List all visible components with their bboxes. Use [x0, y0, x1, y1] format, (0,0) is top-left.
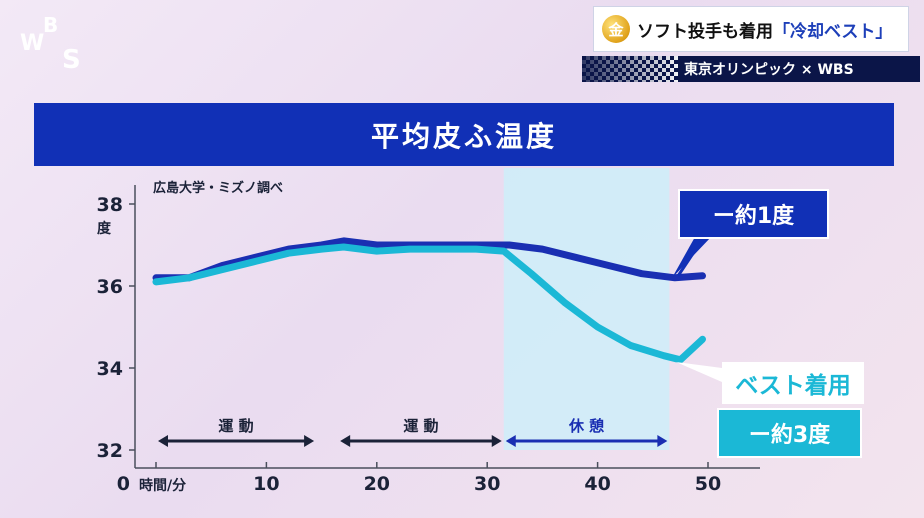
period-label: 休 憩	[568, 417, 604, 435]
logo-letter-b: B	[43, 13, 58, 37]
logo-letter-s: S	[62, 45, 81, 74]
y-axis-unit-label: 度	[97, 220, 112, 237]
program-label: 東京オリンピック × WBS	[684, 62, 854, 78]
period-arrow-head-left	[158, 435, 168, 447]
period-label: 運 動	[403, 417, 438, 435]
headline-main-text: ソフト投手も着用	[637, 21, 773, 42]
chart-title-bar: 平均皮ふ温度	[34, 103, 894, 166]
period-arrow-head-left	[505, 435, 516, 447]
program-subbar: 東京オリンピック × WBS	[582, 56, 920, 82]
x-tick-label: 20	[364, 473, 390, 495]
series-line-with-vest	[152, 243, 706, 364]
bottom-callout: ー約3度	[717, 408, 862, 458]
x-tick-label: 0	[117, 473, 130, 495]
x-tick-label: 40	[584, 473, 610, 495]
period-arrow-head-right	[657, 435, 668, 447]
x-tick-label: 10	[253, 473, 279, 495]
period-arrow-head-right	[304, 435, 315, 447]
period-arrow-head-right	[491, 435, 502, 447]
checkered-pattern	[582, 56, 678, 82]
x-axis-unit-label: 時間/分	[139, 477, 186, 494]
y-tick-label: 32	[97, 440, 123, 462]
y-tick-label: 34	[97, 358, 123, 380]
vest-wearing-label: ベスト着用	[722, 362, 864, 404]
wbs-logo: W B S	[20, 13, 81, 74]
x-tick-label: 50	[695, 473, 721, 495]
source-label: 広島大学・ミズノ調べ	[153, 180, 283, 196]
y-tick-label: 36	[97, 276, 123, 298]
y-tick-label: 38	[97, 194, 123, 216]
headline-text: ソフト投手も着用「冷却ベスト」	[637, 17, 892, 42]
logo-letter-w: W	[20, 31, 44, 56]
gold-medal-badge: 金	[602, 15, 630, 43]
bottom-callout-pointer-shape	[676, 362, 722, 382]
top-callout: ー約1度	[678, 189, 829, 239]
headline-accent-text: 「冷却ベスト」	[773, 21, 893, 42]
rest-period-shading	[503, 168, 670, 450]
series-line-without-vest	[152, 237, 706, 282]
x-tick-label: 30	[474, 473, 500, 495]
period-arrow-head-left	[340, 435, 351, 447]
top-callout-pointer-shape	[672, 228, 712, 278]
period-label: 運 動	[218, 417, 253, 435]
news-headline: 金 ソフト投手も着用「冷却ベスト」	[593, 6, 909, 52]
chart-title: 平均皮ふ温度	[370, 119, 557, 153]
